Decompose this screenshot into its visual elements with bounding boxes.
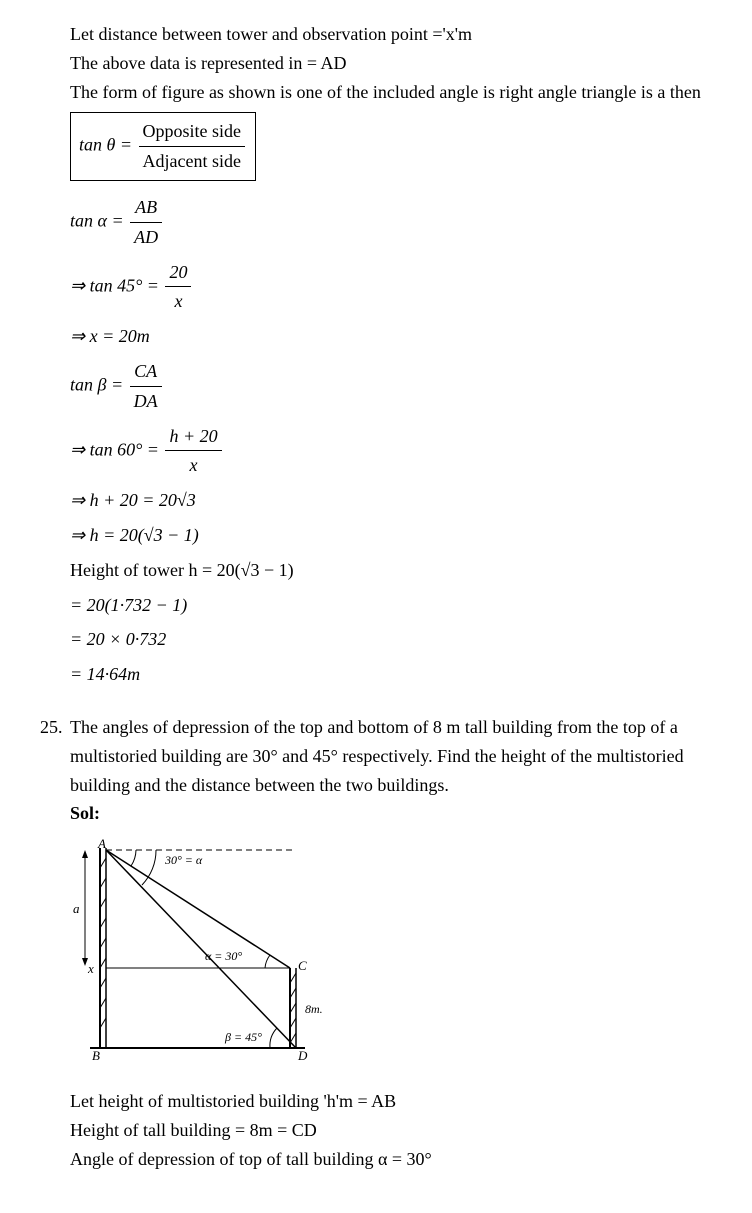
equation: = 20 × 0·732 <box>70 625 712 654</box>
fraction: AB AD <box>130 193 162 252</box>
equation: ⇒ tan 45° = 20 x <box>70 258 712 317</box>
boxed-formula: tan θ = Opposite side Adjacent side <box>70 112 256 181</box>
text-line: Let height of multistoried building 'h'm… <box>70 1087 712 1116</box>
equation: = 14·64m <box>70 660 712 689</box>
fraction: 20 x <box>165 258 191 317</box>
svg-text:A: A <box>97 838 106 851</box>
numerator: 20 <box>165 258 191 288</box>
numerator: AB <box>130 193 162 223</box>
svg-text:C: C <box>298 958 307 973</box>
denominator: AD <box>130 223 162 252</box>
equation: ⇒ tan 60° = h + 20 x <box>70 422 712 481</box>
numerator: Opposite side <box>139 117 246 147</box>
text-line: Angle of depression of top of tall build… <box>70 1145 712 1174</box>
lhs: tan β = <box>70 374 123 394</box>
svg-text:β = 45°: β = 45° <box>224 1030 262 1044</box>
numerator: CA <box>130 357 162 387</box>
svg-text:30° = α: 30° = α <box>164 853 203 867</box>
numerator: h + 20 <box>165 422 221 452</box>
sol-label: Sol: <box>70 799 712 828</box>
svg-text:B: B <box>92 1048 100 1063</box>
text-line: Let distance between tower and observati… <box>70 20 712 49</box>
lhs: tan α = <box>70 210 124 230</box>
denominator: Adjacent side <box>139 147 246 176</box>
fraction: Opposite side Adjacent side <box>139 117 246 176</box>
question-25: 25. The angles of depression of the top … <box>70 713 712 1173</box>
lhs: ⇒ tan 45° = <box>70 275 159 295</box>
equation: ⇒ h + 20 = 20√3 <box>70 486 712 515</box>
lhs: tan θ = <box>79 135 132 155</box>
solution-24-content: Let distance between tower and observati… <box>70 20 712 689</box>
equation: = 20(1·732 − 1) <box>70 591 712 620</box>
denominator: x <box>165 287 191 316</box>
geometry-diagram: A B C D x a 30° = α α = 30° β = 45° 8m. <box>70 838 712 1077</box>
equation: tan α = AB AD <box>70 193 712 252</box>
fraction: h + 20 x <box>165 422 221 481</box>
question-text: The angles of depression of the top and … <box>70 717 684 795</box>
fraction: CA DA <box>130 357 162 416</box>
denominator: x <box>165 451 221 480</box>
equation: ⇒ h = 20(√3 − 1) <box>70 521 712 550</box>
svg-text:a: a <box>73 901 80 916</box>
text-line: The form of figure as shown is one of th… <box>70 78 712 107</box>
question-number: 25. <box>40 713 70 742</box>
svg-text:x: x <box>87 961 94 976</box>
svg-text:8m.: 8m. <box>305 1002 323 1016</box>
denominator: DA <box>130 387 162 416</box>
lhs: ⇒ tan 60° = <box>70 439 159 459</box>
equation: Height of tower h = 20(√3 − 1) <box>70 556 712 585</box>
text-line: Height of tall building = 8m = CD <box>70 1116 712 1145</box>
text-line: The above data is represented in = AD <box>70 49 712 78</box>
equation: ⇒ x = 20m <box>70 322 712 351</box>
equation: tan β = CA DA <box>70 357 712 416</box>
svg-text:α = 30°: α = 30° <box>205 949 242 963</box>
svg-text:D: D <box>297 1048 308 1063</box>
